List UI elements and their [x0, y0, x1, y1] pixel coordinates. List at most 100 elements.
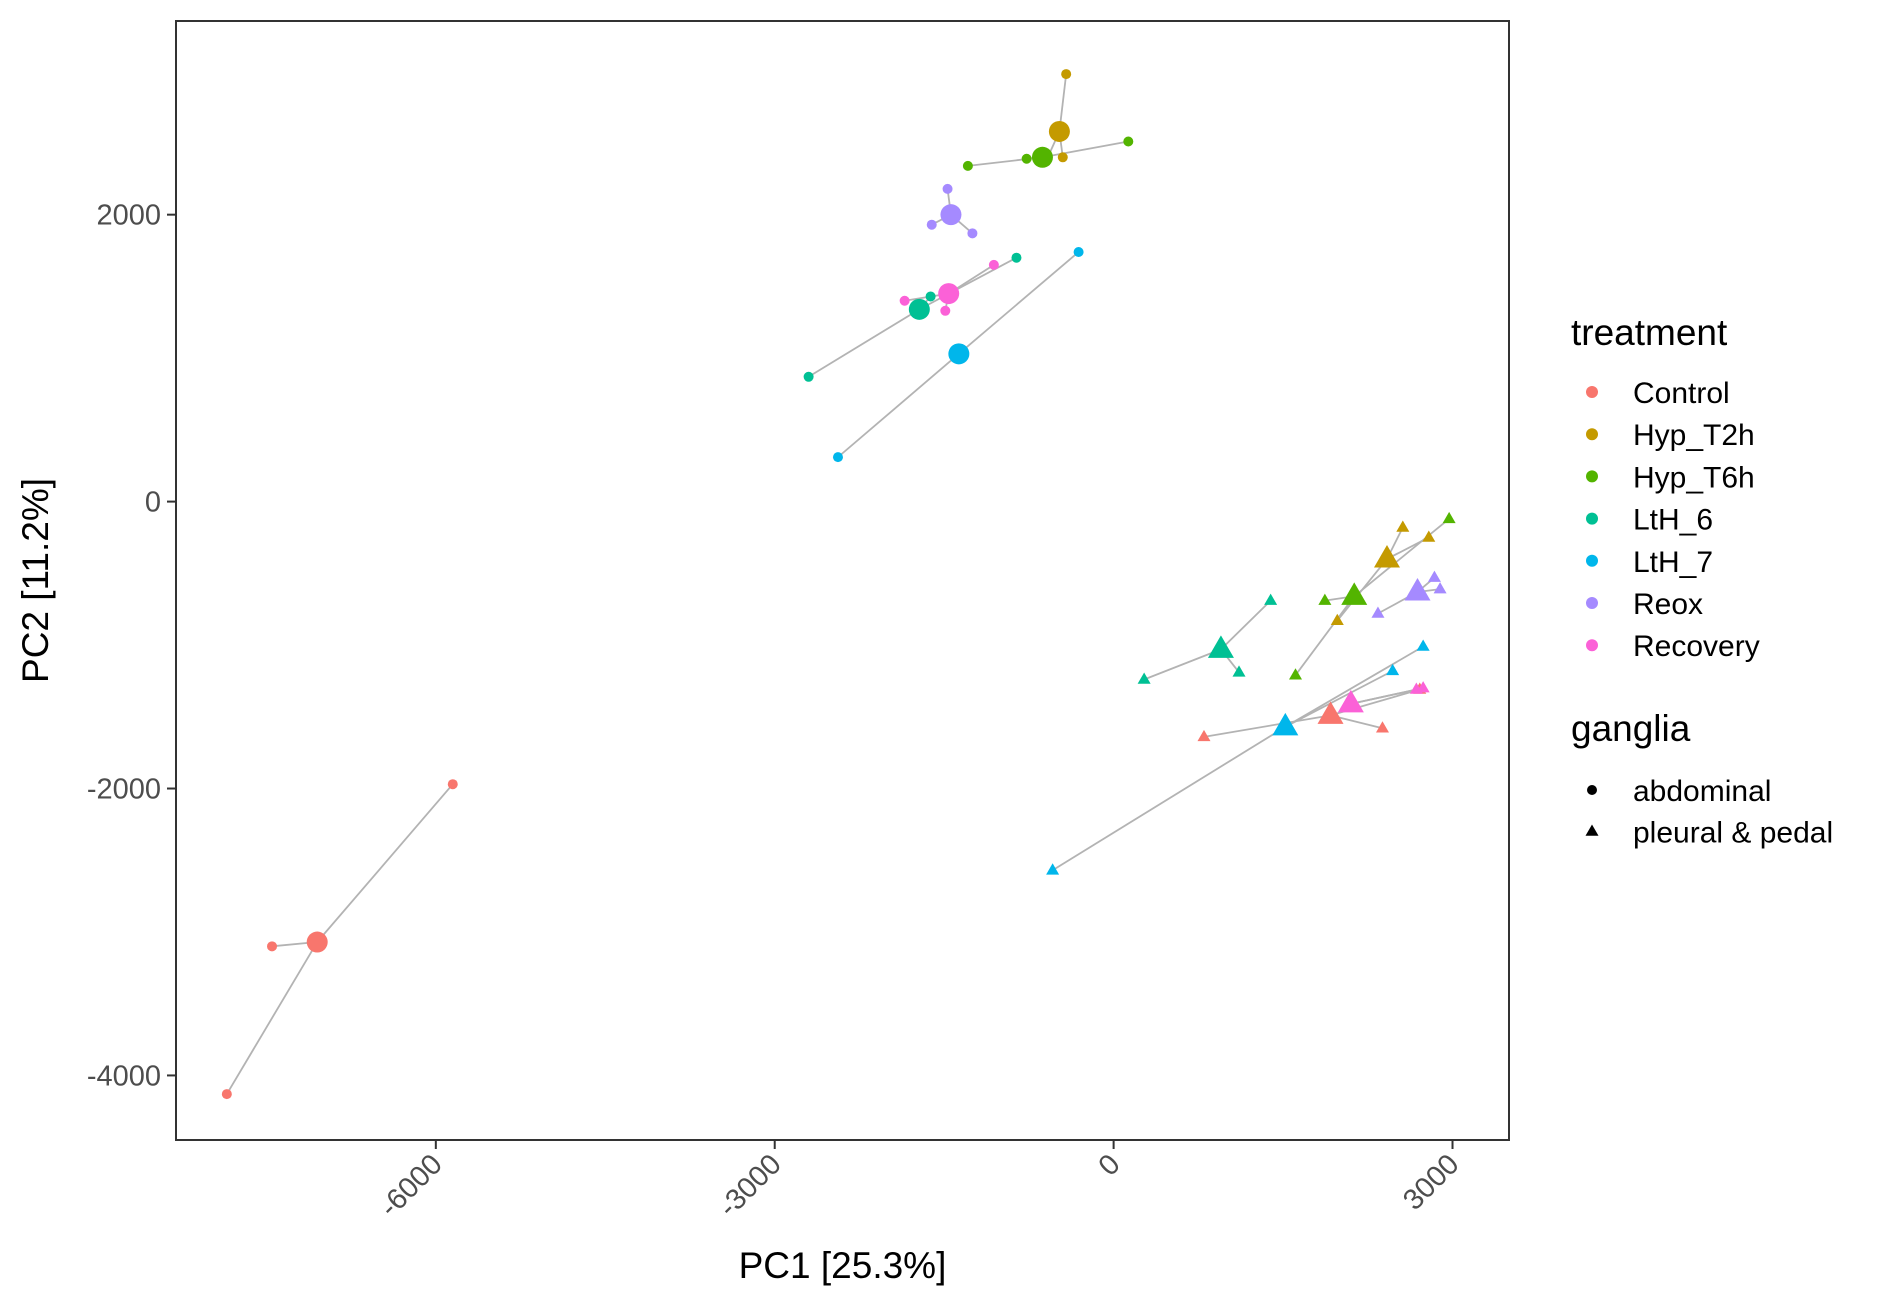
legend: treatment Control Hyp_T2h Hyp_T6h LtH_6 LtH_7…	[1571, 312, 1833, 850]
y-tick-label-2000: 2000	[96, 200, 161, 232]
legend-key-hyp-t6h	[1586, 470, 1598, 483]
point-control-abdominal-3	[221, 1089, 232, 1100]
plot-panel	[176, 21, 1509, 1140]
legend-key-abdominal	[1587, 785, 1597, 795]
point-lth-7-pleural-pedal-3	[1046, 863, 1060, 875]
connector-lth-7-pleural-pedal-2	[1284, 670, 1394, 728]
point-recovery-pleural-pedal-2	[1416, 681, 1430, 693]
connector-lth-6-pleural-pedal-1	[1220, 599, 1272, 651]
point-control-abdominal-2	[267, 941, 278, 952]
point-lth-7-pleural-pedal-1	[1416, 639, 1430, 651]
sample-points	[221, 69, 1456, 1100]
point-reox-abdominal-3	[967, 228, 978, 239]
connector-lth-7-abdominal-2	[837, 353, 960, 458]
point-lth-7-pleural-pedal-2	[1386, 663, 1400, 676]
connector-lth-7-pleural-pedal-1	[1284, 645, 1424, 728]
connector-lth-6-abdominal-2	[808, 308, 920, 378]
centroid-lth-6-abdominal	[908, 298, 930, 320]
point-lth-6-abdominal-2	[803, 371, 814, 382]
point-hyp-t6h-pleural-pedal-2	[1318, 593, 1332, 605]
point-lth-6-pleural-pedal-1	[1264, 593, 1278, 605]
point-reox-pleural-pedal-1	[1427, 570, 1441, 582]
point-control-pleural-pedal-1	[1197, 729, 1211, 742]
legend-key-control	[1586, 386, 1598, 398]
legend-label-hyp-t6h: Hyp_T6h	[1633, 461, 1755, 494]
legend-key-lth-7	[1586, 554, 1598, 567]
point-hyp-t2h-abdominal-2	[1057, 152, 1068, 163]
y-tick-label-0: 0	[145, 487, 161, 519]
group-centroids	[306, 120, 1431, 953]
connector-lth-6-abdominal-1	[918, 256, 1017, 311]
point-lth-7-abdominal-2	[832, 452, 843, 463]
point-hyp-t6h-abdominal-1	[1123, 136, 1134, 147]
connector-recovery-pleural-pedal-2	[1350, 687, 1424, 705]
legend-key-lth-6	[1586, 512, 1598, 525]
centroid-hyp-t6h-pleural-pedal	[1341, 582, 1368, 605]
point-control-abdominal-1	[447, 779, 458, 790]
centroid-control-pleural-pedal	[1317, 701, 1344, 724]
point-reox-abdominal-1	[942, 183, 953, 194]
legend-key-hyp-t2h	[1586, 428, 1598, 441]
x-axis-title: PC1 [25.3%]	[739, 1245, 947, 1286]
centroid-control-abdominal	[306, 931, 328, 953]
y-tick-label-2000: -2000	[87, 774, 161, 806]
point-lth-6-abdominal-1	[1011, 252, 1022, 263]
point-hyp-t2h-pleural-pedal-1	[1396, 520, 1410, 532]
legend-label-recovery: Recovery	[1633, 630, 1760, 663]
centroid-lth-7-pleural-pedal	[1272, 712, 1299, 736]
point-reox-abdominal-2	[926, 219, 937, 230]
point-hyp-t6h-pleural-pedal-1	[1442, 511, 1456, 524]
point-recovery-abdominal-2	[899, 295, 910, 306]
legend-label-hyp-t2h: Hyp_T2h	[1633, 419, 1755, 452]
point-lth-7-abdominal-1	[1073, 246, 1084, 257]
point-hyp-t2h-pleural-pedal-3	[1330, 613, 1344, 625]
legend-label-abdominal: abdominal	[1633, 775, 1771, 808]
centroid-reox-pleural-pedal	[1404, 578, 1431, 601]
point-hyp-t2h-pleural-pedal-2	[1422, 530, 1436, 542]
y-axis: -4000 -2000 0 2000	[87, 200, 176, 1092]
point-lth-6-pleural-pedal-2	[1137, 672, 1151, 684]
point-control-pleural-pedal-2	[1375, 721, 1389, 733]
legend-title-ganglia: ganglia	[1571, 708, 1691, 749]
legend-label-lth-6: LtH_6	[1633, 504, 1713, 537]
centroid-hyp-t6h-abdominal	[1031, 146, 1053, 168]
connector-control-abdominal-3	[226, 941, 318, 1095]
point-lth-6-pleural-pedal-3	[1232, 665, 1246, 677]
legend-label-lth-7: LtH_7	[1633, 546, 1713, 579]
connector-lth-6-pleural-pedal-2	[1143, 648, 1222, 681]
connector-lth-7-abdominal-1	[958, 251, 1080, 355]
centroid-reox-abdominal	[940, 204, 962, 226]
centroid-lth-7-abdominal	[948, 343, 970, 365]
legend-key-pleural-pedal	[1585, 824, 1599, 836]
plot-panel-border	[175, 20, 1510, 1141]
point-reox-pleural-pedal-3	[1371, 606, 1385, 618]
point-lth-6-abdominal-3	[925, 291, 936, 302]
point-recovery-abdominal-3	[940, 305, 951, 316]
point-hyp-t6h-pleural-pedal-3	[1288, 668, 1302, 680]
connector-lines	[226, 73, 1450, 1095]
legend-label-control: Control	[1633, 377, 1730, 410]
legend-key-reox	[1586, 597, 1598, 609]
legend-title-treatment: treatment	[1571, 312, 1728, 353]
connector-hyp-t6h-abdominal-1	[1042, 140, 1129, 159]
connector-hyp-t6h-pleural-pedal-1	[1353, 518, 1450, 597]
connector-hyp-t6h-pleural-pedal-3	[1294, 595, 1355, 676]
point-recovery-abdominal-1	[988, 259, 999, 270]
connector-control-pleural-pedal-1	[1203, 714, 1331, 738]
legend-key-recovery	[1586, 639, 1598, 652]
y-axis-title: PC2 [11.2%]	[15, 478, 56, 683]
centroid-hyp-t2h-pleural-pedal	[1373, 545, 1400, 568]
centroid-recovery-abdominal	[938, 283, 960, 305]
legend-label-pleural-pedal: pleural & pedal	[1633, 817, 1833, 850]
point-hyp-t2h-abdominal-1	[1061, 69, 1072, 80]
centroid-lth-6-pleural-pedal	[1207, 635, 1234, 658]
point-hyp-t6h-abdominal-3	[1021, 153, 1032, 164]
connector-lth-7-pleural-pedal-3	[1052, 726, 1286, 872]
point-hyp-t6h-abdominal-2	[962, 160, 973, 171]
y-tick-label-4000: -4000	[87, 1060, 161, 1092]
legend-label-reox: Reox	[1633, 588, 1703, 621]
centroid-hyp-t2h-abdominal	[1048, 120, 1070, 142]
centroid-recovery-pleural-pedal	[1337, 689, 1364, 713]
connector-control-abdominal-1	[316, 783, 454, 943]
